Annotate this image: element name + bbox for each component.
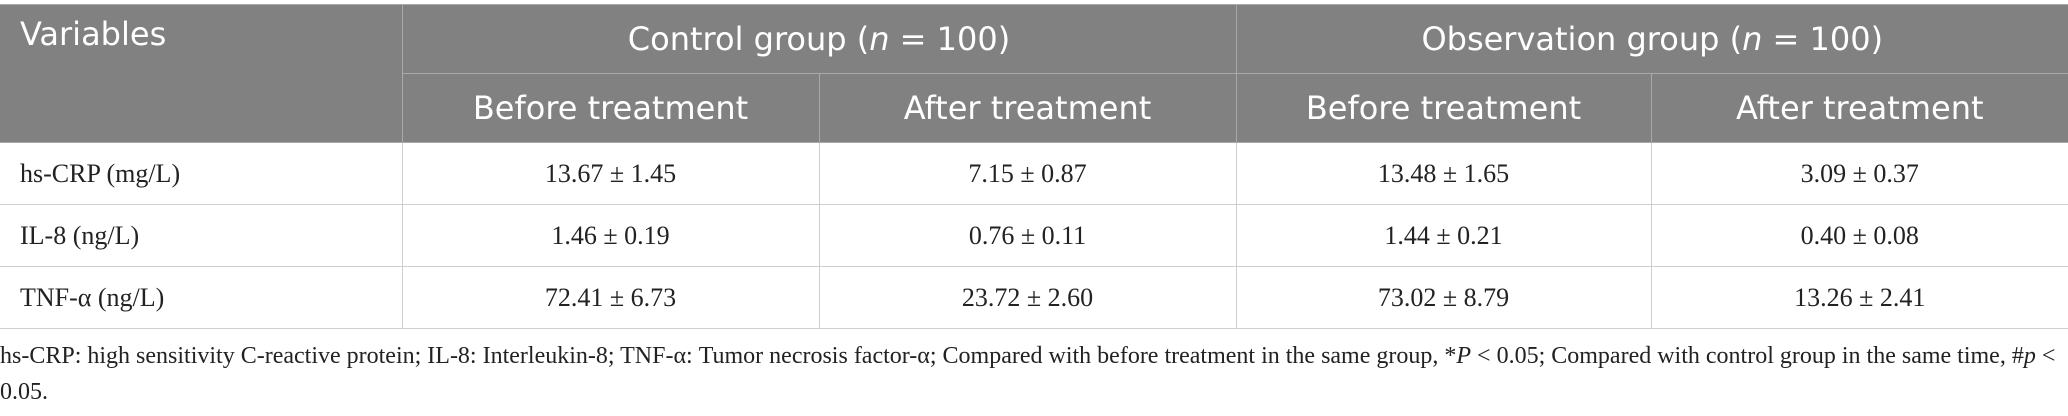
row-label: hs-CRP (mg/L) (0, 142, 403, 205)
text: hs-CRP: high sensitivity C-reactive prot… (0, 343, 1457, 369)
subheader-cell: After treatment (1650, 73, 2068, 143)
text: p (2023, 343, 2036, 369)
group-header: Observation group (n = 100) (1235, 4, 2068, 74)
cell: 13.26 ± 2.41 (1650, 266, 2068, 329)
row-label: TNF-α (ng/L) (0, 266, 403, 329)
cell: 13.67 ± 1.45 (401, 142, 820, 205)
footnote: hs-CRP: high sensitivity C-reactive prot… (0, 338, 2060, 410)
text: = 100) (1762, 20, 1884, 58)
cell: 1.44 ± 0.21 (1235, 204, 1652, 267)
text: = 100) (889, 20, 1011, 58)
text: P (1456, 343, 1472, 369)
text: n (1742, 20, 1763, 58)
cell: 0.76 ± 0.11 (818, 204, 1237, 267)
cell: 3.09 ± 0.37 (1650, 142, 2068, 205)
header-cell: Variables (0, 4, 403, 143)
subheader-cell: Before treatment (1235, 73, 1652, 143)
subheader-cell: After treatment (818, 73, 1237, 143)
cell: 13.48 ± 1.65 (1235, 142, 1652, 205)
cell: 0.40 ± 0.08 (1650, 204, 2068, 267)
text: Control group ( (627, 20, 870, 58)
text: < 0.05. (0, 343, 2056, 405)
group-header: Control group (n = 100) (401, 4, 1237, 74)
cell: 73.02 ± 8.79 (1235, 266, 1652, 329)
table-row: TNF-α (ng/L) 72.41 ± 6.73 23.72 ± 2.60 73.0… (0, 266, 2068, 329)
row-label: IL-8 (ng/L) (0, 204, 403, 267)
subheader-cell: Before treatment (401, 73, 820, 143)
text: < 0.05; Compared with control group in t… (1471, 343, 2024, 369)
cell: 1.46 ± 0.19 (401, 204, 820, 267)
table-row: IL-8 (ng/L) 1.46 ± 0.19 0.76 ± 0.11 1.44 ± … (0, 204, 2068, 267)
text: n (869, 20, 890, 58)
text: Observation group ( (1421, 20, 1743, 58)
cell: 72.41 ± 6.73 (401, 266, 820, 329)
data-table: Variables Control group (n = 100) Observ… (0, 4, 2068, 329)
cell: 7.15 ± 0.87 (818, 142, 1237, 205)
cell: 23.72 ± 2.60 (818, 266, 1237, 329)
table-row: hs-CRP (mg/L) 13.67 ± 1.45 7.15 ± 0.87 13.4… (0, 142, 2068, 205)
